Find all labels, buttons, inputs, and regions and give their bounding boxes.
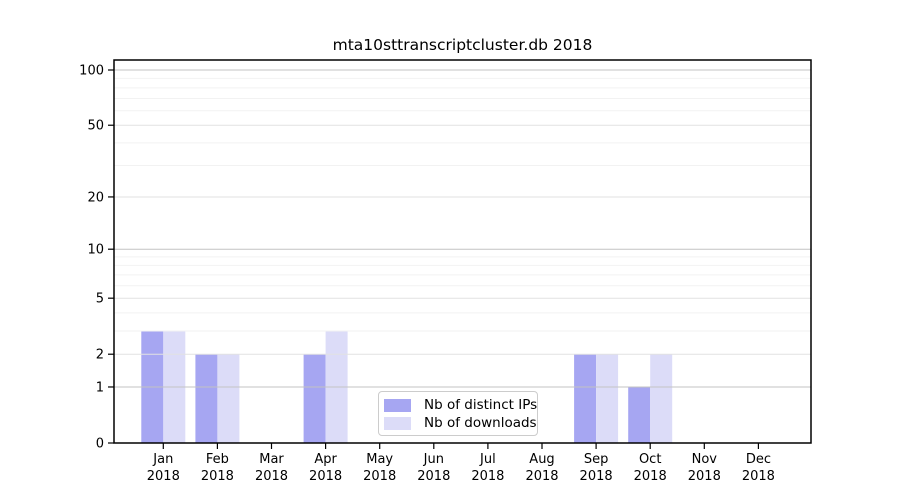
x-tick-label-year-feb: 2018 (201, 469, 234, 484)
x-tick-label-month-may: May (366, 452, 393, 467)
x-tick-label-month-mar: Mar (259, 452, 284, 467)
bar-feb-distinct-ips (195, 354, 218, 443)
bar-apr-distinct-ips (303, 354, 326, 443)
x-tick-label-year-apr: 2018 (309, 469, 342, 484)
chart-title: mta10sttranscriptcluster.db 2018 (332, 36, 593, 54)
legend: Nb of distinct IPs Nb of downloads (378, 391, 538, 436)
bar-feb-downloads (217, 354, 240, 443)
y-tick-label-1: 1 (96, 380, 104, 395)
x-tick-label-month-feb: Feb (206, 452, 229, 467)
x-tick-label-year-jul: 2018 (471, 469, 504, 484)
x-tick-label-month-aug: Aug (529, 452, 554, 467)
x-tick-label-year-mar: 2018 (255, 469, 288, 484)
y-tick-label-0: 0 (96, 437, 104, 452)
legend-item-downloads: Nb of downloads (384, 415, 537, 431)
x-tick-label-year-jun: 2018 (417, 469, 450, 484)
bar-sep-downloads (596, 354, 619, 443)
legend-label-distinct-ips: Nb of distinct IPs (424, 397, 538, 413)
y-tick-label-2: 2 (96, 348, 104, 363)
y-tick-label-50: 50 (87, 119, 104, 134)
x-tick-label-year-jan: 2018 (147, 469, 180, 484)
x-tick-label-month-apr: Apr (314, 452, 337, 467)
legend-swatch-distinct-ips (384, 398, 411, 412)
bar-oct-downloads (650, 354, 673, 443)
x-tick-label-month-jul: Jul (479, 452, 496, 467)
plot-border (113, 59, 812, 444)
x-tick-label-year-may: 2018 (363, 469, 396, 484)
y-tick-label-5: 5 (96, 292, 104, 307)
y-tick-label-20: 20 (87, 190, 104, 205)
legend-swatch-downloads (384, 416, 411, 430)
x-tick-label-month-sep: Sep (584, 452, 609, 467)
x-tick-label-month-jun: Jun (423, 452, 444, 467)
legend-item-distinct-ips: Nb of distinct IPs (384, 397, 537, 413)
bar-sep-distinct-ips (574, 354, 597, 443)
legend-label-downloads: Nb of downloads (424, 415, 537, 431)
x-tick-label-year-dec: 2018 (742, 469, 775, 484)
x-tick-label-year-aug: 2018 (525, 469, 558, 484)
x-tick-label-year-sep: 2018 (580, 469, 613, 484)
y-tick-label-10: 10 (87, 243, 104, 258)
x-tick-label-month-oct: Oct (639, 452, 661, 467)
x-tick-label-year-nov: 2018 (688, 469, 721, 484)
x-tick-label-month-nov: Nov (692, 452, 718, 467)
y-tick-label-100: 100 (79, 64, 104, 79)
bar-oct-distinct-ips (628, 386, 651, 443)
x-tick-label-year-oct: 2018 (634, 469, 667, 484)
x-tick-label-month-jan: Jan (152, 452, 173, 467)
x-tick-label-month-dec: Dec (746, 452, 771, 467)
